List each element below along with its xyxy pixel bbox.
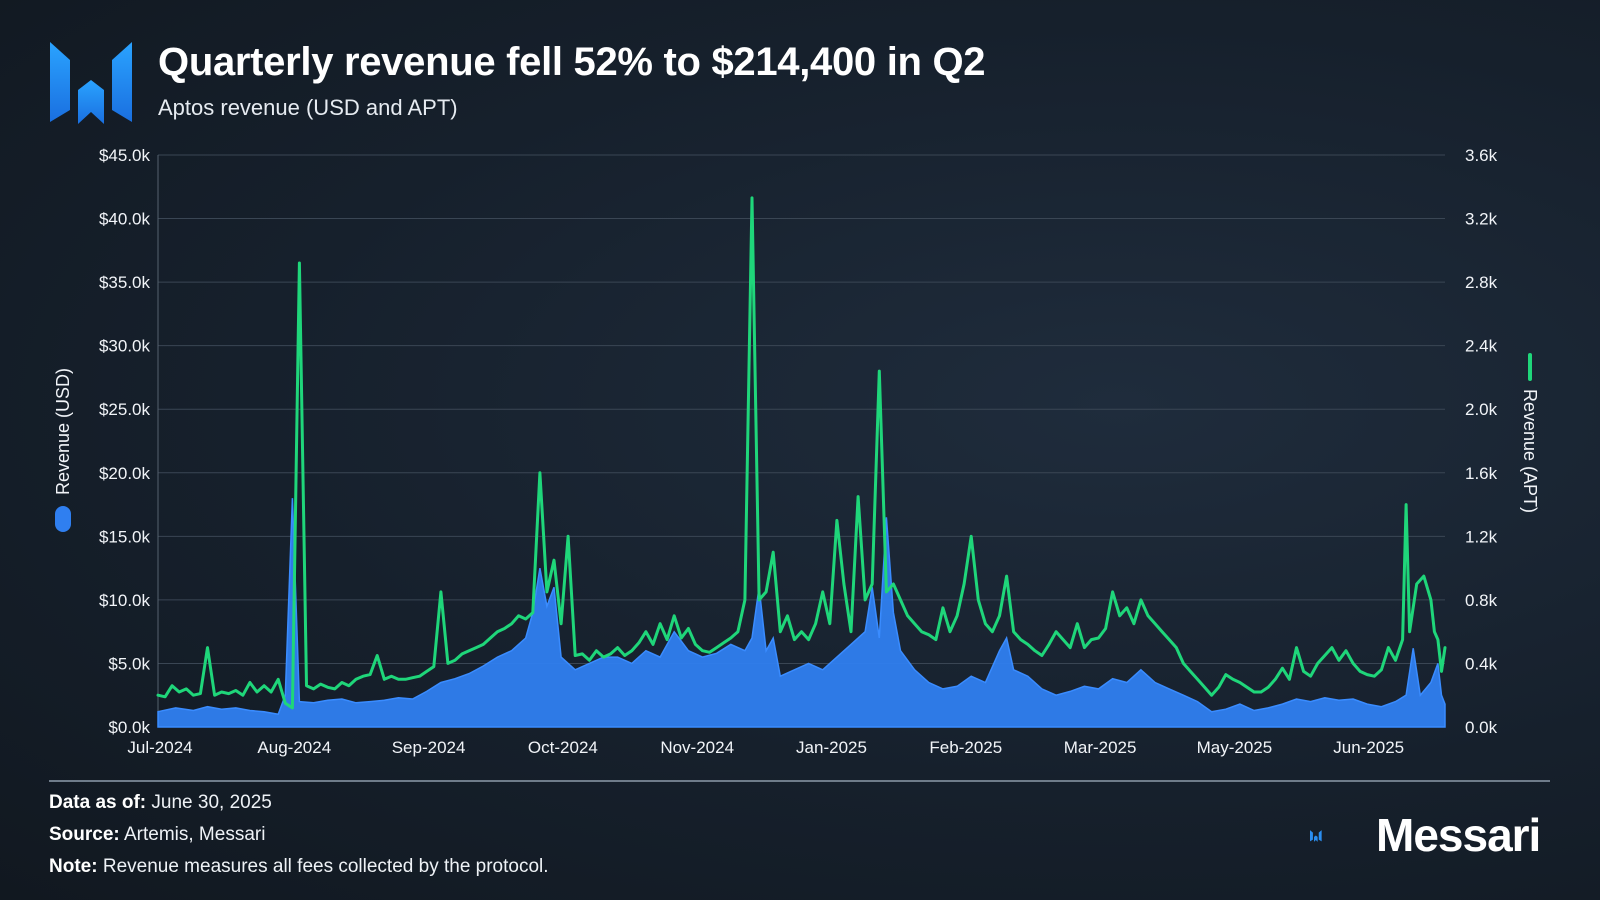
- apt-revenue-line: [156, 196, 1447, 710]
- right-axis-tick-label: 0.4k: [1465, 654, 1498, 673]
- left-axis-tick-label: $30.0k: [99, 337, 151, 356]
- left-axis-tick-label: $15.0k: [99, 527, 151, 546]
- right-axis-tick-label: 3.6k: [1465, 146, 1498, 165]
- right-axis-tick-label: 0.0k: [1465, 718, 1498, 737]
- apt-legend-swatch: [1528, 353, 1532, 381]
- right-axis-tick-label: 3.2k: [1465, 210, 1498, 229]
- left-axis-tick-label: $10.0k: [99, 591, 151, 610]
- right-axis-tick-label: 2.4k: [1465, 337, 1498, 356]
- right-axis-tick-label: 0.8k: [1465, 591, 1498, 610]
- x-axis-tick-label: Sep-2024: [392, 738, 466, 757]
- left-axis-tick-label: $35.0k: [99, 273, 151, 292]
- x-axis-tick-label: Mar-2025: [1064, 738, 1137, 757]
- source-label: Source:: [49, 824, 120, 845]
- x-axis-tick-label: Oct-2024: [528, 738, 598, 757]
- left-axis-tick-label: $20.0k: [99, 464, 151, 483]
- left-axis-tick-label: $0.0k: [108, 718, 150, 737]
- left-axis-tick-label: $25.0k: [99, 400, 151, 419]
- x-axis-tick-label: Jun-2025: [1333, 738, 1404, 757]
- note: Note: Revenue measures all fees collecte…: [49, 856, 549, 878]
- messari-brand-icon: [1310, 830, 1322, 842]
- right-axis-title: Revenue (APT): [1520, 389, 1540, 513]
- brand-name: Messari: [1376, 809, 1541, 861]
- source-value: Artemis, Messari: [123, 824, 266, 845]
- messari-logo-icon: [50, 42, 132, 124]
- right-axis-tick-label: 1.2k: [1465, 527, 1498, 546]
- x-axis-tick-label: Jan-2025: [796, 738, 867, 757]
- data-as-of: Data as of: June 30, 2025: [49, 792, 272, 814]
- left-axis-tick-label: $45.0k: [99, 146, 151, 165]
- x-axis-tick-label: Jul-2024: [127, 738, 192, 757]
- usd-revenue-area: [157, 498, 1446, 728]
- right-axis-tick-label: 2.8k: [1465, 273, 1498, 292]
- footer-divider: [49, 780, 1550, 782]
- right-axis-tick-label: 1.6k: [1465, 464, 1498, 483]
- page-subtitle: Aptos revenue (USD and APT): [158, 95, 458, 120]
- source: Source: Artemis, Messari: [49, 824, 265, 846]
- note-label: Note:: [49, 856, 98, 877]
- right-axis-tick-label: 2.0k: [1465, 400, 1498, 419]
- data-as-of-label: Data as of:: [49, 792, 147, 813]
- x-axis-tick-label: Aug-2024: [257, 738, 331, 757]
- left-axis-legend: Revenue (USD): [53, 368, 73, 532]
- page-title: Quarterly revenue fell 52% to $214,400 i…: [158, 40, 986, 84]
- x-axis-tick-label: Feb-2025: [929, 738, 1002, 757]
- left-axis-tick-label: $40.0k: [99, 210, 151, 229]
- usd-legend-swatch: [55, 506, 71, 532]
- x-axis-tick-label: Nov-2024: [660, 738, 734, 757]
- right-axis-legend: Revenue (APT): [1520, 353, 1540, 513]
- data-as-of-value: June 30, 2025: [151, 792, 272, 813]
- left-axis-title: Revenue (USD): [53, 368, 73, 495]
- note-value: Revenue measures all fees collected by t…: [102, 856, 549, 877]
- revenue-chart: $0.0k 0.0k $5.0k 0.4k $10.0k 0.8k $15.0k 1.2k $2…: [53, 146, 1540, 757]
- x-axis-tick-label: May-2025: [1197, 738, 1273, 757]
- left-axis-tick-label: $5.0k: [108, 654, 150, 673]
